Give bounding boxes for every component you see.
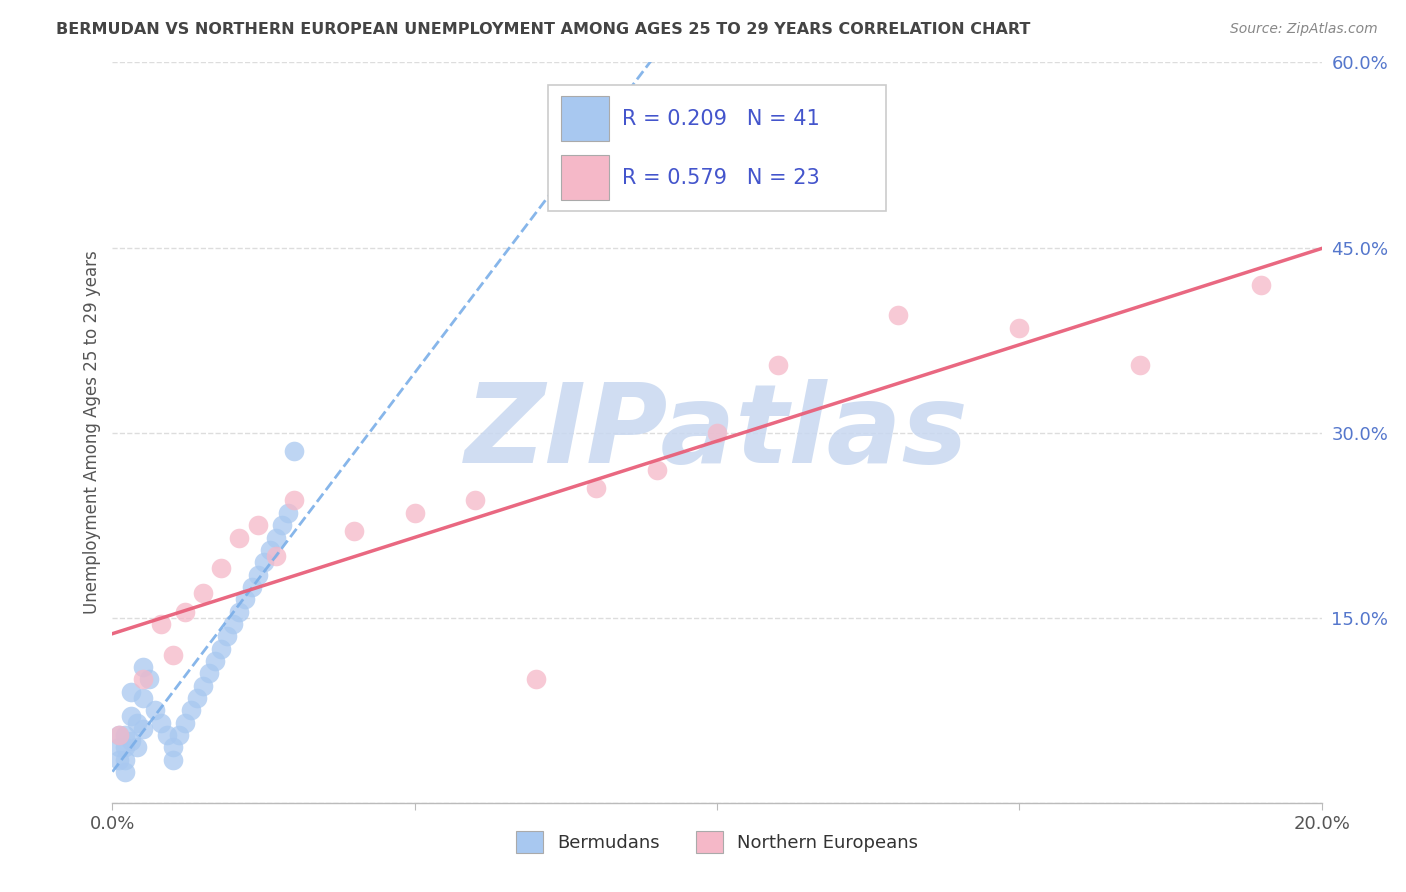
Point — [524, 673, 547, 687]
Text: BERMUDAN VS NORTHERN EUROPEAN UNEMPLOYMENT AMONG AGES 25 TO 29 YEARS CORRELATION: BERMUDAN VS NORTHERN EUROPEAN UNEMPLOYME… — [56, 22, 1031, 37]
Point — [132, 673, 155, 687]
Point — [132, 722, 155, 736]
Point — [706, 425, 728, 440]
Point — [107, 753, 129, 767]
Point — [114, 764, 136, 779]
Point — [125, 740, 148, 755]
Point — [162, 753, 184, 767]
Point — [107, 740, 129, 755]
Point — [235, 592, 257, 607]
Point — [228, 605, 250, 619]
Point — [149, 616, 172, 631]
Point — [120, 709, 142, 723]
Point — [174, 715, 197, 730]
Point — [107, 728, 129, 742]
Y-axis label: Unemployment Among Ages 25 to 29 years: Unemployment Among Ages 25 to 29 years — [83, 251, 101, 615]
Point — [1008, 320, 1031, 334]
Point — [132, 690, 155, 705]
Point — [240, 580, 263, 594]
Point — [174, 605, 197, 619]
Point — [253, 555, 276, 569]
Point — [162, 740, 184, 755]
Point — [204, 654, 226, 668]
Point — [156, 728, 179, 742]
Point — [246, 567, 269, 582]
Point — [114, 728, 136, 742]
Point — [887, 309, 910, 323]
Point — [766, 358, 789, 372]
Point — [167, 728, 190, 742]
Point — [283, 444, 305, 458]
Point — [259, 542, 281, 557]
Point — [283, 493, 305, 508]
Point — [132, 660, 155, 674]
Point — [277, 506, 299, 520]
Point — [264, 549, 287, 563]
Text: ZIPatlas: ZIPatlas — [465, 379, 969, 486]
Point — [143, 703, 166, 717]
Point — [162, 648, 184, 662]
Point — [246, 518, 269, 533]
Point — [107, 728, 129, 742]
Legend: Bermudans, Northern Europeans: Bermudans, Northern Europeans — [509, 824, 925, 861]
Point — [186, 690, 208, 705]
Point — [120, 734, 142, 748]
Text: Source: ZipAtlas.com: Source: ZipAtlas.com — [1230, 22, 1378, 37]
Point — [191, 679, 214, 693]
Point — [114, 753, 136, 767]
Point — [1250, 277, 1272, 292]
Point — [264, 531, 287, 545]
Point — [217, 629, 239, 643]
Point — [149, 715, 172, 730]
Point — [209, 561, 232, 575]
Point — [228, 531, 250, 545]
Point — [270, 518, 292, 533]
Point — [191, 586, 214, 600]
Point — [138, 673, 160, 687]
Point — [464, 493, 486, 508]
Point — [343, 524, 366, 539]
Point — [1129, 358, 1152, 372]
Point — [114, 740, 136, 755]
Point — [645, 462, 668, 476]
Point — [404, 506, 426, 520]
Point — [222, 616, 245, 631]
Point — [180, 703, 202, 717]
Point — [125, 715, 148, 730]
Point — [198, 666, 221, 681]
Point — [209, 641, 232, 656]
Point — [585, 481, 607, 495]
Point — [120, 685, 142, 699]
